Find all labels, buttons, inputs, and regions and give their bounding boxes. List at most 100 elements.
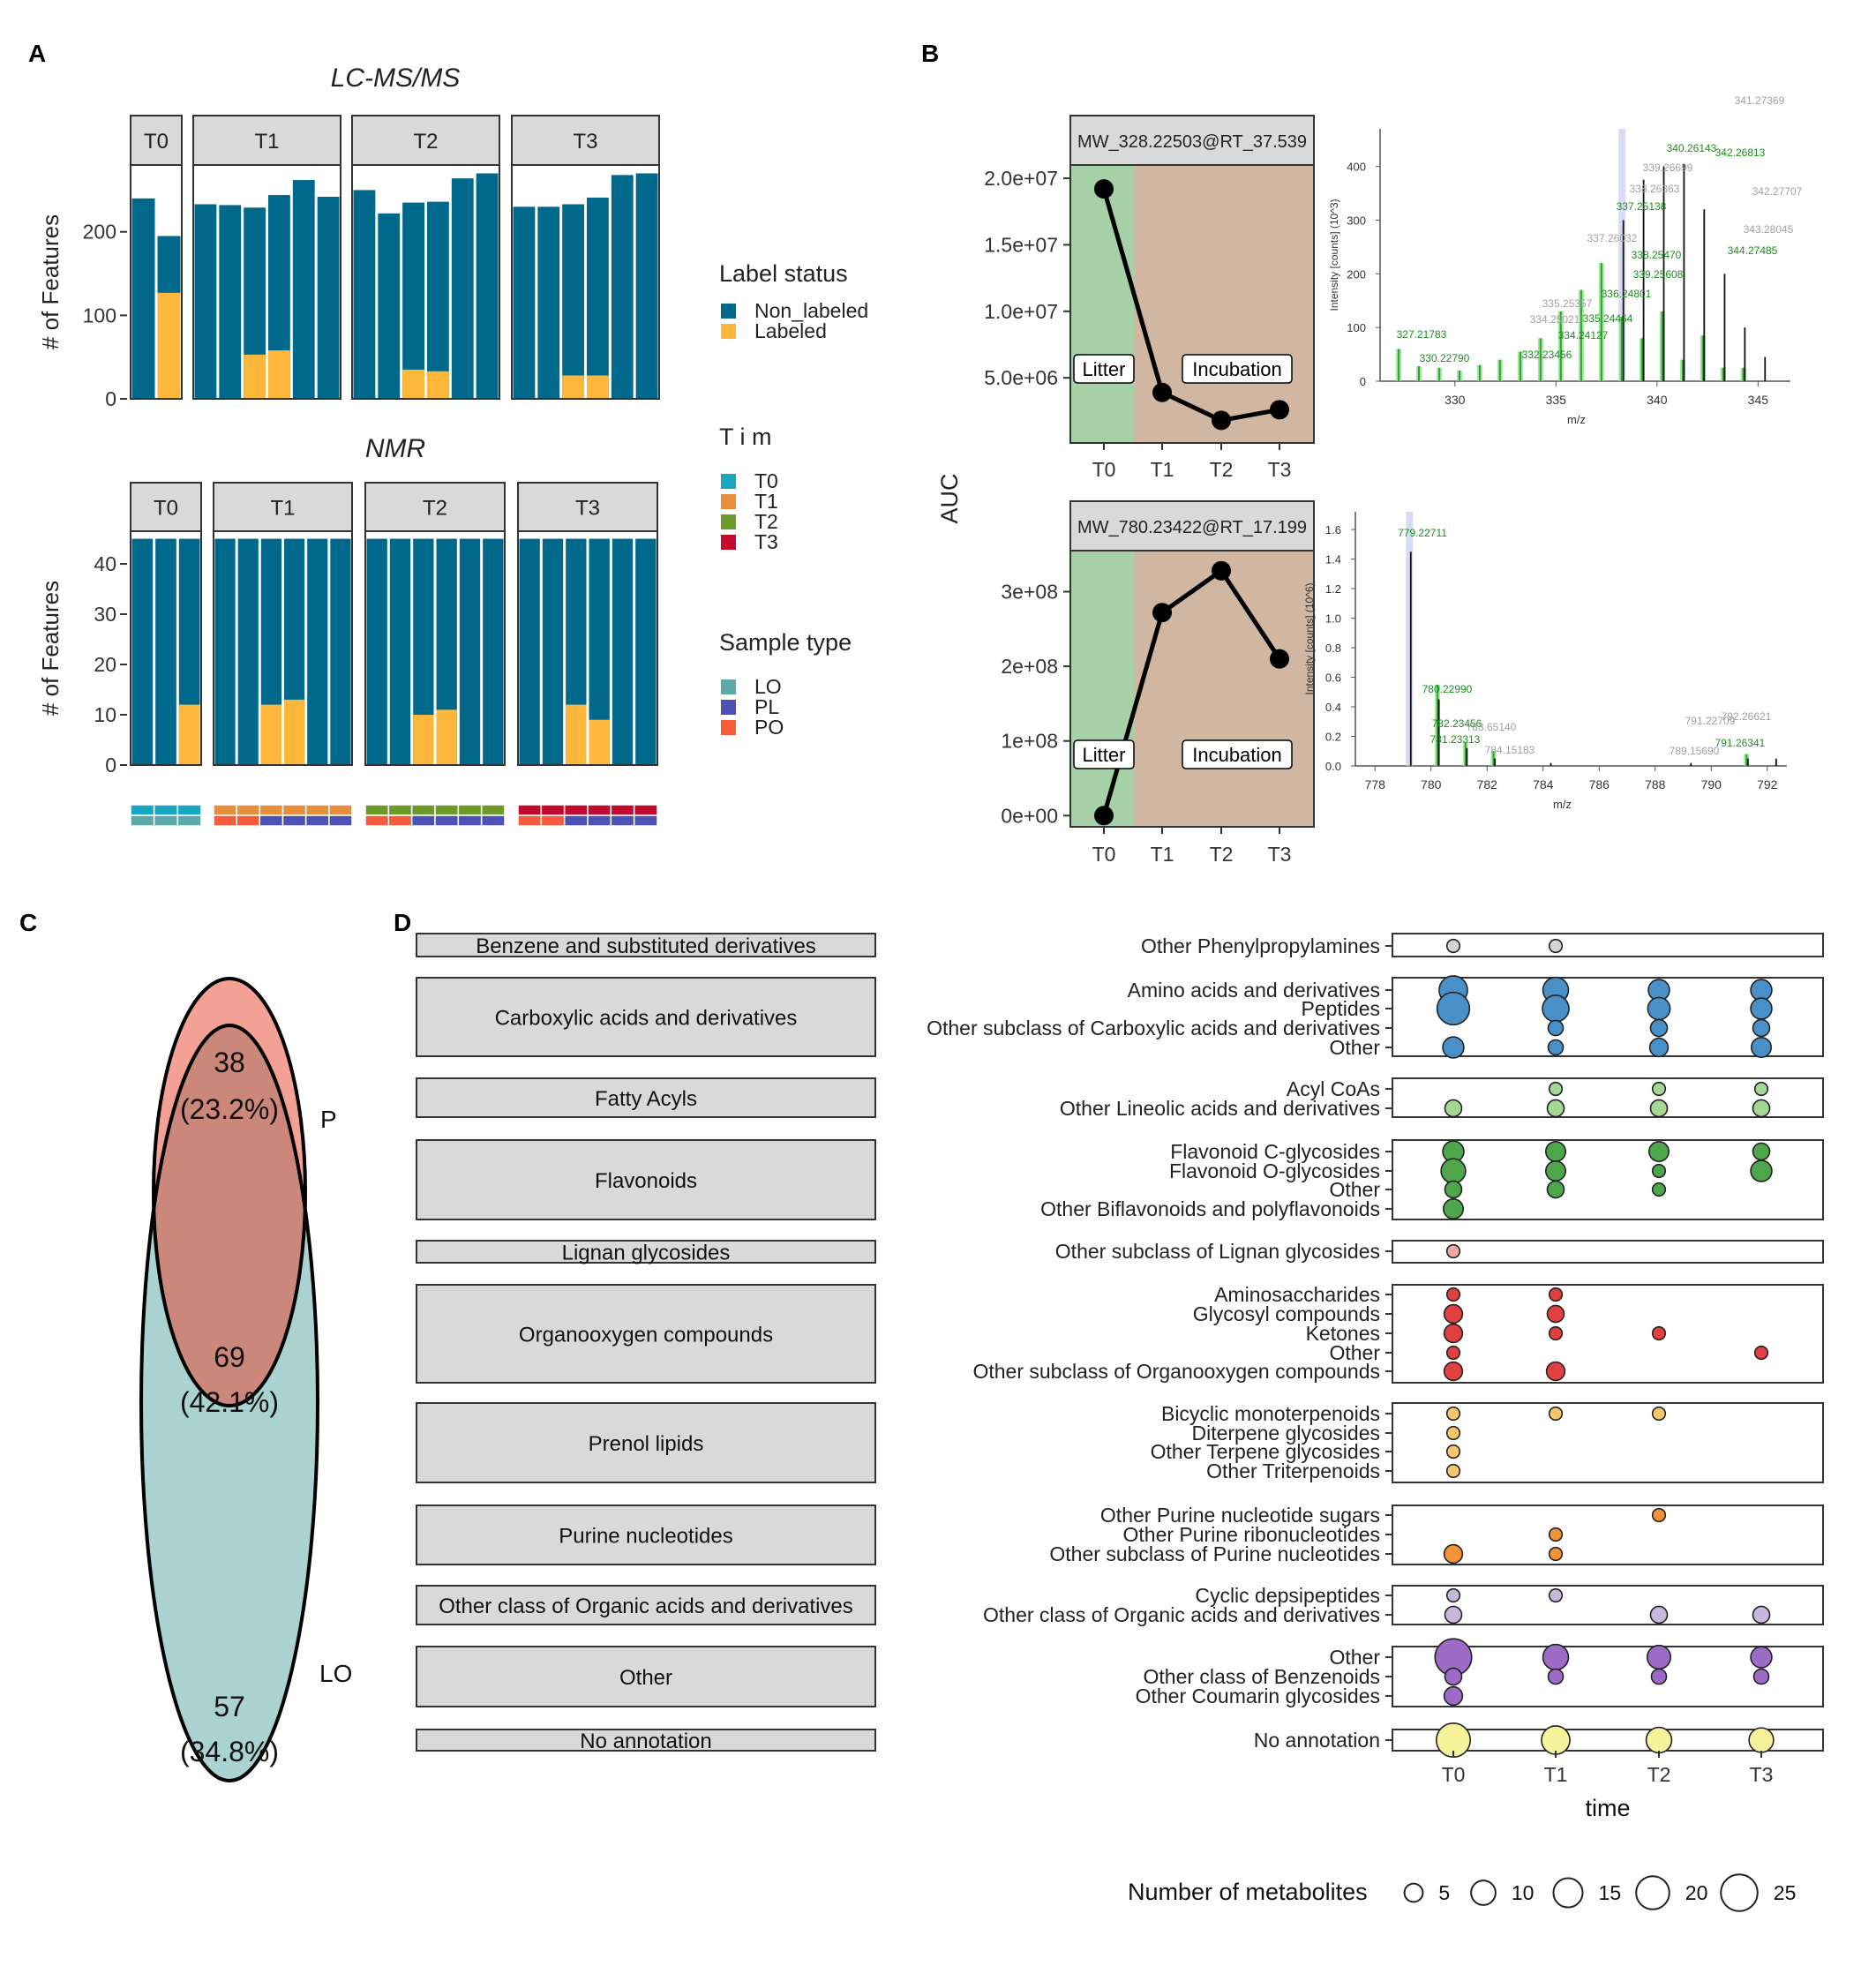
x-tick-label: T1: [1151, 843, 1174, 866]
row-label: Other: [1329, 1341, 1380, 1364]
facet-border: [213, 530, 353, 766]
x-tick-label: 786: [1589, 777, 1610, 792]
annotation-time-cell: [364, 804, 390, 816]
data-point: [1270, 400, 1289, 420]
annotation-sample-cell: [563, 814, 589, 827]
bar-non-labeled: [237, 538, 259, 765]
x-tick-label: 788: [1645, 777, 1666, 792]
bar-labeled: [284, 699, 305, 765]
panel-c-letter: C: [19, 909, 37, 936]
bar-labeled: [427, 371, 449, 399]
bar-non-labeled: [635, 173, 658, 399]
annotation-sample-cell: [364, 814, 390, 827]
y-tick-label: 2.0e+07: [984, 167, 1058, 190]
legend-swatch: [721, 720, 736, 735]
bar-non-labeled: [194, 204, 217, 399]
bar-non-labeled: [389, 538, 411, 765]
annotation-sample-cell: [610, 814, 635, 827]
annotation-time-cell: [304, 804, 330, 816]
annotation-time-cell: [213, 804, 237, 816]
facet-strip: [130, 115, 183, 166]
legend-entry: LO: [754, 675, 782, 698]
bar-labeled: [589, 719, 610, 765]
metabolite-dot: [1546, 1304, 1565, 1324]
y-tick-label: 1.2: [1325, 582, 1341, 596]
row-label: Other Triterpenoids: [1206, 1459, 1380, 1482]
size-legend-dot: [1635, 1875, 1670, 1910]
legend-entry: T3: [754, 530, 778, 553]
annotation-sample-cell: [387, 814, 413, 827]
annotation-time-cell: [176, 804, 202, 816]
bar-non-labeled: [436, 538, 457, 765]
peak-label-gray: 784.15183: [1485, 744, 1535, 756]
class-strip: [416, 1240, 876, 1264]
row-label: Other Phenylpropylamines: [1141, 934, 1380, 957]
size-legend-value: 20: [1685, 1881, 1708, 1904]
bar-non-labeled: [476, 173, 499, 399]
bar-non-labeled: [589, 538, 610, 765]
annotation-sample-cell: [410, 814, 436, 827]
peak-label-gray: 783.65140: [1467, 721, 1517, 733]
panel-b-letter: B: [921, 40, 939, 67]
bar-non-labeled: [402, 202, 424, 399]
class-strip: [416, 1505, 876, 1565]
legend-swatch: [721, 514, 736, 529]
annotation-sample-cell: [304, 814, 330, 827]
legend-entry: PL: [754, 695, 779, 718]
metabolite-dot: [1445, 1287, 1461, 1302]
class-strip: [416, 977, 876, 1057]
facet-panel: [512, 165, 659, 399]
venn-set-name-lo: LO: [319, 1660, 352, 1687]
bar-non-labeled: [635, 538, 657, 765]
peak-label: 782.23456: [1432, 717, 1482, 730]
size-legend-title: Number of metabolites: [1128, 1879, 1368, 1905]
annotation-time-cell: [236, 804, 261, 816]
bar-non-labeled: [427, 201, 449, 399]
legend-swatch: [721, 304, 736, 319]
row-label: Ketones: [1306, 1322, 1380, 1345]
class-strip: [416, 933, 876, 957]
panel-d-group-6: Prenol lipids Bicyclic monoterpenoidsDite…: [416, 1402, 1824, 1483]
y-tick-label: 10: [94, 703, 116, 726]
class-strip-label: Organooxygen compounds: [519, 1324, 773, 1347]
metabolite-dot: [1445, 1425, 1461, 1441]
y-tick-label: 1e+08: [1001, 730, 1058, 753]
y-tick-label: 100: [83, 304, 116, 326]
peak-label-gray: 338.26363: [1630, 183, 1680, 195]
annotation-time-cell: [587, 804, 612, 816]
venn-count-p: 38: [214, 1047, 245, 1078]
metabolite-dot: [1750, 1159, 1773, 1182]
metabolite-dot: [1649, 1099, 1669, 1118]
metabolite-dot: [1444, 1667, 1463, 1686]
annotation-time-cell: [259, 804, 284, 816]
metabolite-dot: [1445, 1587, 1461, 1603]
metabolite-dot: [1544, 1140, 1567, 1163]
bar-non-labeled: [519, 538, 540, 765]
metabolite-dot: [1646, 1644, 1672, 1670]
facet-strip: [213, 482, 353, 532]
bar-non-labeled: [131, 198, 155, 399]
row-label: Other Terpene glycosides: [1151, 1440, 1380, 1463]
row-label: Cyclic depsipeptides: [1195, 1584, 1380, 1607]
annotation-time-cell: [328, 804, 353, 816]
bar-non-labeled: [131, 538, 154, 765]
facet-border: [511, 164, 660, 400]
facet-strip-label: T0: [154, 497, 178, 521]
annotation-time-cell: [610, 804, 635, 816]
highlight-band: [1406, 512, 1414, 766]
metabolite-dot: [1542, 1643, 1570, 1671]
metabolite-dot: [1753, 1345, 1769, 1361]
annotation-time-cell: [563, 804, 589, 816]
x-tick-label: T3: [1750, 1763, 1774, 1786]
x-tick-label: 790: [1701, 777, 1722, 792]
y-tick-label: 200: [83, 221, 116, 244]
metabolite-dot: [1436, 991, 1471, 1026]
annotation-sample-cell: [480, 814, 506, 827]
facet-strip-label: T3: [573, 130, 597, 154]
metabolite-dot: [1547, 1019, 1565, 1037]
panel-d-group-10: No annotation No annotation: [416, 1722, 1824, 1759]
class-panel: [1392, 1077, 1824, 1118]
legend-swatch: [721, 474, 736, 489]
facet-panel: [352, 165, 499, 399]
